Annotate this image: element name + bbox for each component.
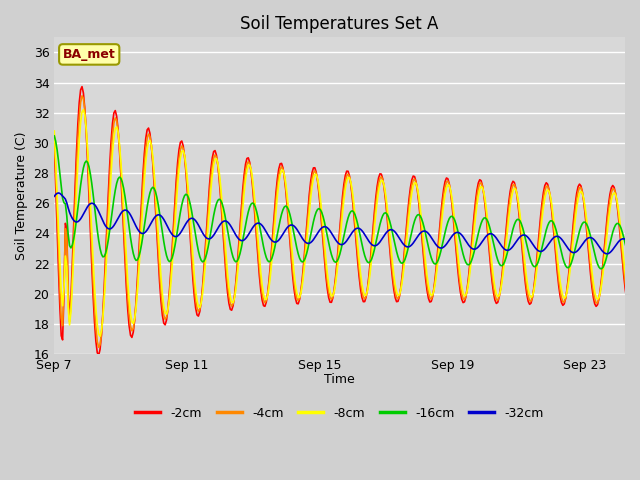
-4cm bbox=[525, 298, 533, 303]
-8cm bbox=[79, 107, 87, 112]
-4cm bbox=[600, 250, 608, 256]
-16cm bbox=[96, 245, 104, 251]
-32cm bbox=[599, 249, 607, 255]
-32cm bbox=[51, 193, 58, 199]
-2cm bbox=[51, 140, 58, 146]
-8cm bbox=[600, 257, 608, 263]
-2cm bbox=[95, 353, 102, 359]
Text: BA_met: BA_met bbox=[63, 48, 116, 61]
-4cm bbox=[78, 93, 86, 99]
-32cm bbox=[512, 240, 520, 245]
-32cm bbox=[524, 235, 532, 240]
-8cm bbox=[399, 269, 407, 275]
-16cm bbox=[598, 266, 605, 272]
-16cm bbox=[51, 133, 58, 139]
-4cm bbox=[51, 132, 58, 138]
-32cm bbox=[54, 190, 62, 196]
-2cm bbox=[99, 312, 107, 317]
-16cm bbox=[397, 260, 404, 265]
-4cm bbox=[399, 263, 407, 269]
Line: -8cm: -8cm bbox=[54, 109, 640, 336]
-4cm bbox=[99, 314, 107, 320]
-16cm bbox=[523, 242, 531, 248]
-2cm bbox=[525, 301, 533, 307]
-32cm bbox=[466, 244, 474, 250]
-8cm bbox=[513, 192, 521, 197]
-8cm bbox=[468, 256, 476, 262]
-8cm bbox=[99, 316, 107, 322]
-32cm bbox=[97, 215, 105, 221]
Line: -4cm: -4cm bbox=[54, 96, 640, 347]
-16cm bbox=[630, 267, 637, 273]
-32cm bbox=[637, 252, 640, 258]
-4cm bbox=[513, 192, 521, 198]
Y-axis label: Soil Temperature (C): Soil Temperature (C) bbox=[15, 132, 28, 260]
-8cm bbox=[525, 292, 533, 298]
-2cm bbox=[399, 259, 407, 264]
-8cm bbox=[96, 334, 104, 339]
-8cm bbox=[51, 128, 58, 134]
-2cm bbox=[78, 84, 86, 89]
-2cm bbox=[468, 243, 476, 249]
-2cm bbox=[600, 244, 608, 250]
-2cm bbox=[513, 194, 521, 200]
Legend: -2cm, -4cm, -8cm, -16cm, -32cm: -2cm, -4cm, -8cm, -16cm, -32cm bbox=[131, 402, 549, 424]
Title: Soil Temperatures Set A: Soil Temperatures Set A bbox=[241, 15, 439, 33]
-32cm bbox=[398, 240, 406, 245]
X-axis label: Time: Time bbox=[324, 373, 355, 386]
Line: -16cm: -16cm bbox=[54, 136, 640, 270]
Line: -2cm: -2cm bbox=[54, 86, 640, 356]
Line: -32cm: -32cm bbox=[54, 193, 640, 255]
-16cm bbox=[511, 222, 518, 228]
-16cm bbox=[465, 262, 472, 268]
-4cm bbox=[95, 344, 102, 350]
-4cm bbox=[468, 249, 476, 254]
